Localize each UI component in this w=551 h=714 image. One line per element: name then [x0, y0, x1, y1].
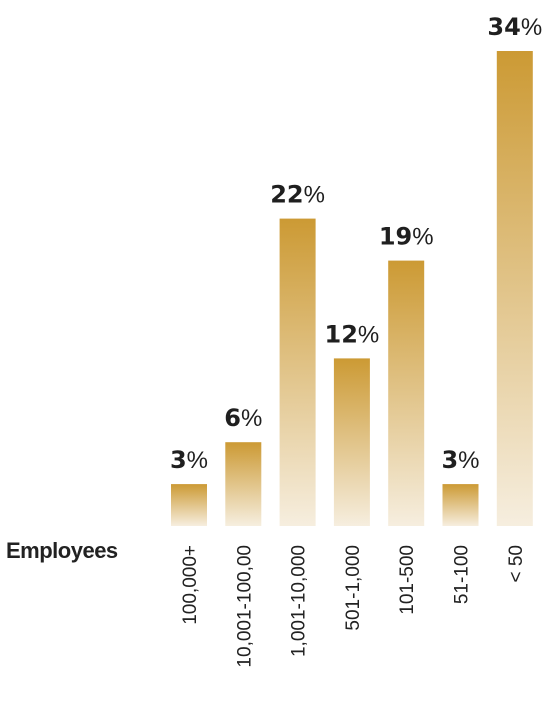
x-tick-label-3: 1,001-10,000	[289, 545, 310, 657]
value-label-1: 3%	[170, 446, 208, 474]
value-label-7: 34%	[487, 13, 542, 41]
x-tick-label-6: 51-100	[452, 545, 473, 604]
bar-2	[225, 442, 262, 526]
bar-4	[333, 358, 370, 526]
x-tick-label-4: 501-1,000	[343, 545, 364, 631]
value-label-6: 3%	[441, 446, 479, 474]
value-label-4: 12%	[325, 320, 380, 348]
bar-7	[496, 51, 533, 526]
value-label-2: 6%	[224, 404, 262, 432]
x-tick-labels-group: 100,000+ 10,001-100,00 1,001-10,000 501-1,0…	[180, 545, 527, 668]
x-tick-label-7: < 50	[506, 545, 527, 583]
value-label-3: 22%	[270, 181, 325, 209]
bar-1	[171, 484, 207, 526]
x-tick-label-1: 100,000+	[180, 545, 201, 625]
x-tick-label-2: 10,001-100,00	[234, 545, 255, 668]
bar-3	[279, 218, 316, 526]
value-label-5: 19%	[379, 223, 434, 251]
value-labels-group: 3% 6% 22% 12% 19% 3% 34%	[170, 13, 542, 474]
x-tick-label-5: 101-500	[397, 545, 418, 615]
bars-group	[171, 51, 533, 526]
bar-6	[442, 484, 479, 526]
bar-5	[388, 260, 425, 526]
x-axis-title: Employees	[6, 538, 118, 563]
